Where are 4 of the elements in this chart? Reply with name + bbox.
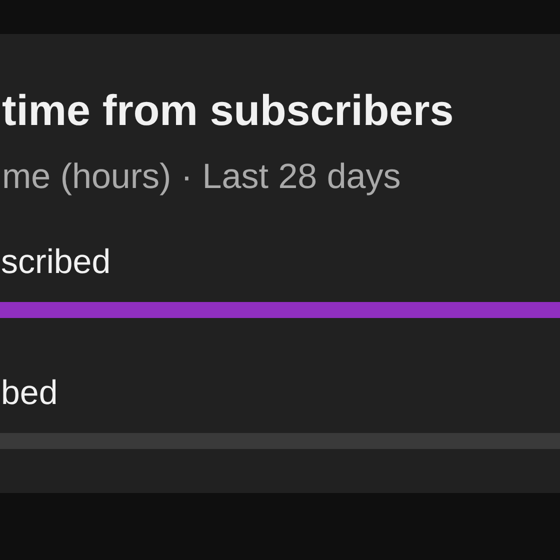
y-tick-label: scribed [1, 243, 111, 281]
y-tick-label: bed [1, 374, 58, 412]
chart-title: time from subscribers [2, 87, 454, 135]
chart-subtitle: me (hours) · Last 28 days [2, 157, 401, 196]
